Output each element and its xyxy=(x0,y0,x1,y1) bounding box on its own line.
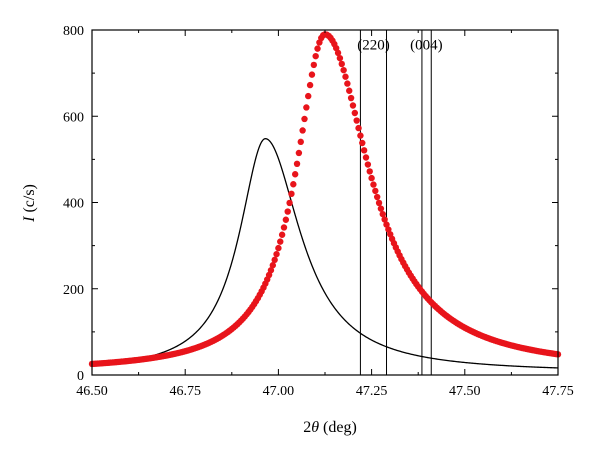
series-point xyxy=(299,127,306,134)
series-point xyxy=(303,104,310,111)
x-tick-label: 47.50 xyxy=(449,384,481,399)
plot-content xyxy=(88,30,562,375)
series-point xyxy=(364,161,372,168)
series-point xyxy=(290,181,297,188)
series-point xyxy=(271,256,278,264)
series-point xyxy=(275,244,282,252)
series-point xyxy=(308,71,316,78)
x-axis-title: 2θ (deg) xyxy=(303,419,357,436)
series-point xyxy=(340,66,347,74)
series-line xyxy=(91,138,559,369)
series-point xyxy=(379,210,386,218)
series-point xyxy=(267,267,275,274)
series-point xyxy=(293,160,301,167)
axes xyxy=(91,29,559,376)
series-point xyxy=(346,87,353,94)
series-point xyxy=(355,124,362,132)
series-point xyxy=(370,181,377,188)
peak-annotation: (220) xyxy=(357,37,390,53)
series-point xyxy=(368,174,375,182)
series-point xyxy=(280,224,288,231)
series-point xyxy=(383,221,390,228)
x-tick-label: 46.50 xyxy=(76,384,108,399)
series-point xyxy=(336,54,344,62)
series-point xyxy=(357,132,364,139)
series-point xyxy=(297,138,304,146)
series-point xyxy=(353,117,360,124)
series-point xyxy=(375,199,383,207)
y-tick-label: 400 xyxy=(63,197,84,212)
series-point xyxy=(351,109,359,117)
series-point xyxy=(310,61,318,69)
series-point xyxy=(334,49,342,57)
x-tick-label: 47.25 xyxy=(356,384,388,399)
x-tick-label: 47.75 xyxy=(542,384,574,399)
series-point xyxy=(286,199,293,207)
series-point xyxy=(312,52,319,60)
y-tick-label: 800 xyxy=(63,24,84,39)
series-point xyxy=(344,80,351,87)
series-point xyxy=(359,139,366,147)
series-point xyxy=(349,102,357,109)
series-point xyxy=(277,238,284,245)
series-point xyxy=(314,45,321,52)
x-tick-label: 46.75 xyxy=(169,384,201,399)
series-point xyxy=(377,205,385,212)
y-tick-label: 0 xyxy=(77,369,84,384)
plot-frame xyxy=(91,29,559,376)
series-point xyxy=(372,187,379,195)
series-point xyxy=(373,193,381,201)
peak-annotation: (004) xyxy=(410,37,443,53)
series-point xyxy=(291,171,299,178)
series-point xyxy=(295,149,303,157)
series-point xyxy=(301,115,308,123)
series-point xyxy=(360,147,368,154)
series-point xyxy=(381,216,388,223)
tick-labels: 46.50 46.75 47.00 47.25 47.50 47.75 0 200 400 600… xyxy=(63,24,574,399)
series-point xyxy=(282,216,290,223)
x-tick-label: 47.00 xyxy=(263,384,295,399)
y-tick-label: 600 xyxy=(63,110,84,125)
y-axis-title: I (c/s) xyxy=(21,184,38,223)
series-point xyxy=(288,190,295,198)
series-point xyxy=(338,60,345,68)
series-point xyxy=(305,92,312,100)
series-point xyxy=(342,73,349,80)
y-tick-label: 200 xyxy=(63,283,84,298)
series-point xyxy=(366,168,373,175)
series-point xyxy=(362,154,370,161)
series-point xyxy=(269,262,277,269)
series-point xyxy=(284,208,291,215)
series-points xyxy=(88,31,562,368)
series-point xyxy=(347,94,355,102)
series-point xyxy=(278,231,286,238)
series-point xyxy=(306,81,314,89)
series-point xyxy=(273,250,280,258)
